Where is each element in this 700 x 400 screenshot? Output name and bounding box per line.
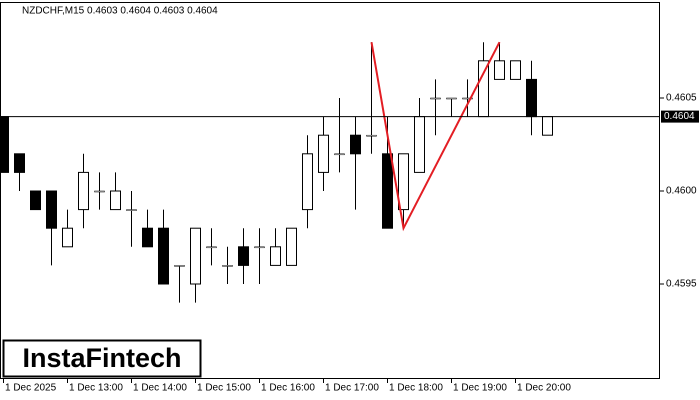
candle-body bbox=[126, 209, 137, 211]
x-tick-label: 1 Dec 17:00 bbox=[325, 383, 379, 394]
logo: InstaFintech bbox=[2, 339, 202, 378]
candle-body bbox=[350, 134, 361, 155]
candle-body bbox=[526, 78, 537, 118]
candle-body bbox=[222, 265, 233, 267]
logo-text: InstaFintech bbox=[22, 343, 181, 373]
candle-body bbox=[142, 227, 153, 248]
candle-body bbox=[254, 246, 265, 249]
y-tick-label: 0.4605 bbox=[666, 93, 697, 104]
x-tick-label: 1 Dec 18:00 bbox=[389, 383, 443, 394]
candle-body bbox=[286, 227, 297, 266]
candle-body bbox=[78, 171, 89, 211]
candle-body bbox=[94, 190, 105, 193]
candle-body bbox=[494, 60, 505, 80]
y-tick-label: 0.4600 bbox=[666, 186, 697, 197]
logo-box bbox=[2, 339, 202, 378]
candle-body bbox=[110, 190, 121, 211]
candle-body bbox=[0, 116, 9, 173]
y-tick-label: 0.4595 bbox=[666, 279, 697, 290]
candle-body bbox=[14, 153, 25, 173]
x-tick-label: 1 Dec 19:00 bbox=[453, 383, 507, 394]
candle-body bbox=[446, 97, 457, 100]
x-tick-label: 1 Dec 15:00 bbox=[197, 383, 251, 394]
candle-body bbox=[462, 97, 473, 100]
candle-body bbox=[542, 116, 553, 136]
candle-body bbox=[430, 97, 441, 100]
candle-body bbox=[318, 134, 329, 173]
candle-body bbox=[382, 153, 393, 229]
candle-body bbox=[174, 265, 185, 267]
plot-frame bbox=[0, 2, 660, 379]
candle-body bbox=[190, 227, 201, 285]
candle-body bbox=[510, 60, 521, 80]
candle-body bbox=[414, 116, 425, 173]
candle-body bbox=[478, 60, 489, 118]
candle-body bbox=[334, 153, 345, 156]
candle-body bbox=[398, 153, 409, 211]
candle-body bbox=[302, 153, 313, 211]
x-tick-label: 1 Dec 2025 bbox=[5, 383, 57, 394]
price-label: 0.4604 bbox=[664, 111, 695, 122]
candle-body bbox=[46, 190, 57, 229]
candle-body bbox=[158, 227, 169, 285]
candle-body bbox=[238, 246, 249, 266]
candle-body bbox=[62, 227, 73, 248]
x-tick-label: 1 Dec 13:00 bbox=[69, 383, 123, 394]
x-tick-label: 1 Dec 16:00 bbox=[261, 383, 315, 394]
pattern-line bbox=[370, 41, 501, 232]
candle-body bbox=[206, 246, 217, 249]
x-tick-label: 1 Dec 14:00 bbox=[133, 383, 187, 394]
x-tick-label: 1 Dec 20:00 bbox=[517, 383, 571, 394]
candle-body bbox=[270, 246, 281, 266]
chart-title: NZDCHF,M15 0.4603 0.4604 0.4603 0.4604 bbox=[22, 6, 218, 17]
candle-body bbox=[30, 190, 41, 211]
price-box bbox=[661, 110, 699, 123]
candle-body bbox=[366, 134, 377, 137]
